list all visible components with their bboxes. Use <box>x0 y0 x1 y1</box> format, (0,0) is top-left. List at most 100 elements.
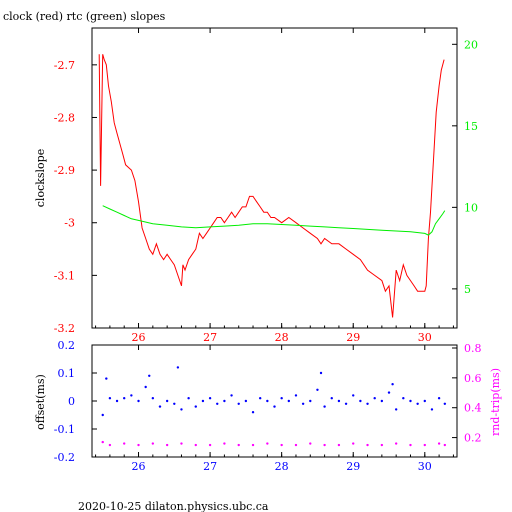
series-offset-point <box>251 411 255 414</box>
top-y-tick-label: -3.1 <box>54 269 75 282</box>
series-offset-point <box>287 399 291 403</box>
series-offset-point <box>359 399 362 403</box>
series-offset-point <box>402 397 405 400</box>
top-y-tick-label: -3.2 <box>54 322 75 335</box>
top-y2-tick-label: 5 <box>464 283 471 296</box>
bottom-y-tick-label: 0 <box>68 395 75 408</box>
series-offset-point <box>394 408 398 411</box>
footer-text: 2020-10-25 dilaton.physics.ubc.ca <box>78 500 269 512</box>
series-offset-point <box>208 397 212 400</box>
series-offset-point <box>144 385 147 389</box>
series-rnd-trip-point <box>394 442 398 445</box>
top-x-tick-label: 27 <box>203 331 217 344</box>
series-offset-point <box>273 405 276 408</box>
series-rnd-trip-point <box>237 443 240 447</box>
series-rnd-trip-point <box>223 442 226 445</box>
series-rnd-trip-point <box>366 443 369 447</box>
series-offset-point <box>151 397 155 400</box>
top-x-tick-label: 28 <box>275 331 289 344</box>
series-offset-point <box>216 402 219 405</box>
series-rnd-trip-point <box>208 443 212 447</box>
series-offset-point <box>237 402 240 405</box>
series-offset-point <box>180 408 183 411</box>
series-offset-point <box>430 408 434 411</box>
series-rnd-trip-point <box>437 442 441 445</box>
series-offset-point <box>115 399 119 403</box>
series-offset-point <box>230 394 233 397</box>
series-offset-point <box>201 399 205 403</box>
series-rnd-trip-point <box>409 443 412 447</box>
bottom-y-tick-label: 0.1 <box>58 367 76 380</box>
series-offset-point <box>137 399 140 403</box>
series-offset-point <box>330 397 333 400</box>
series-rnd-trip-point <box>180 442 183 445</box>
series-offset-point <box>158 405 162 408</box>
series-rnd-trip-point <box>151 442 155 445</box>
bottom-x-tick-label: 26 <box>132 460 146 473</box>
series-rnd-trip-point <box>423 443 426 447</box>
top-y-tick-label: -3 <box>64 217 75 230</box>
top-x-tick-label: 30 <box>418 331 432 344</box>
series-offset-point <box>366 402 369 405</box>
series-rnd-trip-point <box>337 443 341 447</box>
series-rnd-trip-point <box>280 443 283 447</box>
series-rnd-trip-point <box>251 443 255 447</box>
bottom-y-tick-label: 0.2 <box>58 339 76 352</box>
series-offset-point <box>301 402 305 405</box>
series-offset-point <box>387 391 391 394</box>
bottom-y2-tick-label: 0.8 <box>464 342 482 355</box>
bottom-y-tick-label: -0.2 <box>54 451 75 464</box>
series-offset-point <box>101 413 104 417</box>
series-offset-point <box>187 397 190 400</box>
bottom-x-tick-label: 30 <box>418 460 432 473</box>
series-offset-point <box>323 405 326 408</box>
top-plot-frame <box>91 27 458 329</box>
bottom-y2-tick-label: 0.2 <box>464 432 482 445</box>
series-offset-point <box>148 374 151 377</box>
top-y-tick-label: -2.7 <box>54 59 75 72</box>
series-offset-point <box>316 388 319 391</box>
series-offset-point <box>176 366 180 369</box>
series-rnd-trip-point <box>380 443 384 447</box>
series-offset-point <box>258 397 262 400</box>
top-y-tick-label: -2.9 <box>54 164 75 177</box>
top-x-tick-label: 29 <box>346 331 360 344</box>
bottom-plot-frame <box>91 344 458 458</box>
series-offset-point <box>130 394 133 397</box>
series-offset-point <box>294 394 298 397</box>
series-rnd-trip-point <box>266 442 269 445</box>
series-rnd-trip-point <box>165 443 169 447</box>
bottom-y2-tick-label: 0.4 <box>464 402 482 415</box>
series-offset-point <box>244 399 248 403</box>
top-y-tick-label: -2.8 <box>54 111 75 124</box>
series-offset-point <box>344 402 348 405</box>
series-offset-point <box>416 402 419 405</box>
bottom-y2-axis-label: rnd-trip(ms) <box>489 368 502 436</box>
series-offset-point <box>409 399 412 403</box>
series-rnd-trip-point <box>137 443 140 447</box>
series-offset-point <box>352 394 355 397</box>
bottom-y-tick-label: -0.1 <box>54 423 75 436</box>
top-y-axis-label: clockslope <box>34 149 47 207</box>
series-offset-point <box>223 399 226 403</box>
top-y2-tick-label: 15 <box>464 120 478 133</box>
top-x-tick-label: 26 <box>132 331 146 344</box>
bottom-y2-tick-label: 0.6 <box>464 372 482 385</box>
series-offset-point <box>165 399 169 403</box>
series-offset-point <box>173 402 176 405</box>
bottom-x-tick-label: 29 <box>346 460 360 473</box>
series-offset-point <box>280 397 283 400</box>
series-offset-point <box>319 371 323 375</box>
chart-title: clock (red) rtc (green) slopes <box>3 10 166 23</box>
series-offset-point <box>266 399 269 403</box>
series-offset-point <box>194 405 197 408</box>
bottom-plot: offset(ms) rnd-trip(ms) 26 27 28 29 30 -0.2 -0… <box>34 339 502 473</box>
series-offset-point <box>373 397 376 400</box>
series-offset-point <box>337 399 341 403</box>
series-offset-point <box>108 397 112 400</box>
series-offset-point <box>309 399 312 403</box>
series-rnd-trip-point <box>323 443 326 447</box>
series-rtc-line <box>102 205 446 236</box>
series-offset-point <box>105 377 108 380</box>
